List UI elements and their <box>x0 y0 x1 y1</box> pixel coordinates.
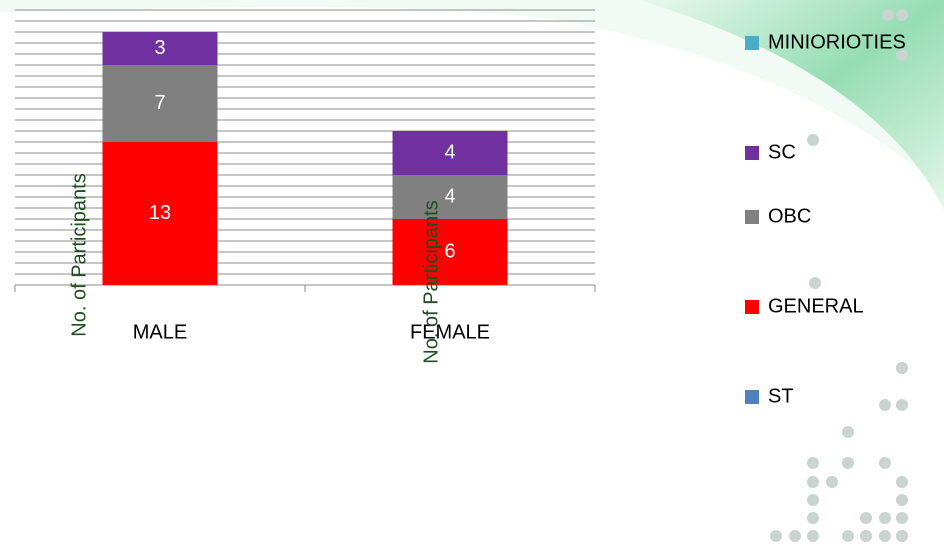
legend-swatch <box>745 300 759 314</box>
legend-label: MINIORIOTIES <box>768 31 906 53</box>
legend-label: GENERAL <box>768 295 864 317</box>
legend-swatch <box>745 390 759 404</box>
x-tick-label: MALE <box>133 321 187 343</box>
legend-label: OBC <box>768 205 811 227</box>
data-label: 7 <box>154 92 165 114</box>
legend-swatch <box>745 146 759 160</box>
x-tick-label: FEMALE <box>410 321 490 343</box>
data-label: 4 <box>444 141 455 163</box>
data-label: 3 <box>154 37 165 59</box>
bar-segment <box>102 65 218 142</box>
legend-swatch <box>745 36 759 50</box>
legend-label: SC <box>768 141 796 163</box>
bar-segment <box>392 175 508 219</box>
axis-label: No. of Participants <box>68 173 90 336</box>
bar-segment <box>392 131 508 175</box>
axis-label: No. of Participants <box>420 200 442 363</box>
data-label: 4 <box>444 185 455 207</box>
data-label: 6 <box>444 240 455 262</box>
bar-segment <box>102 142 218 285</box>
legend-label: ST <box>768 385 794 407</box>
background-swoosh <box>640 0 944 210</box>
bar-segment <box>392 219 508 285</box>
legend-swatch <box>745 210 759 224</box>
data-label: 13 <box>149 202 171 224</box>
decor-dots <box>770 9 908 542</box>
bar-segment <box>102 32 218 65</box>
background-swoosh <box>0 0 944 190</box>
